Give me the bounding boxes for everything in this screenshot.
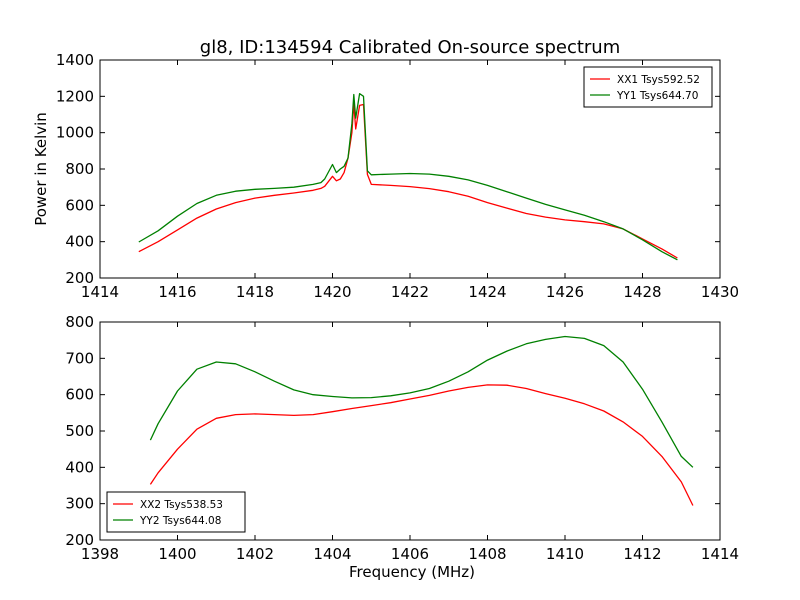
y-tick-label: 300 <box>65 495 94 513</box>
y-tick-label: 600 <box>65 196 94 214</box>
x-tick-label: 1412 <box>623 545 661 563</box>
legend-label: XX1 Tsys592.52 <box>617 74 700 86</box>
y-tick-label: 1200 <box>56 87 94 105</box>
x-tick-label: 1426 <box>546 283 584 301</box>
y-tick-label: 400 <box>65 233 94 251</box>
x-tick-label: 1422 <box>391 283 429 301</box>
legend-label: YY1 Tsys644.70 <box>616 90 698 102</box>
plot-frame <box>99 59 721 279</box>
x-tick-label: 1424 <box>468 283 506 301</box>
y-tick-label: 600 <box>65 386 94 404</box>
x-axis-label: Frequency (MHz) <box>349 563 475 581</box>
x-tick-label: 1414 <box>701 545 739 563</box>
x-tick-label: 1414 <box>81 283 119 301</box>
y-axis-label: Power in Kelvin <box>32 112 50 226</box>
x-tick-label: 1410 <box>546 545 584 563</box>
x-tick-label: 1420 <box>313 283 351 301</box>
legend-box <box>106 491 246 533</box>
x-tick-label: 1430 <box>701 283 739 301</box>
chart-panels: 1414 1416 1418 1420 1422 1424 1426 1428 1430 200 4… <box>56 51 739 563</box>
chart-panel-2: 1398 1400 1402 1404 1406 1408 1410 1412 1414 200 3… <box>65 313 739 563</box>
plot-frame <box>99 321 721 541</box>
y-tick-label: 700 <box>65 349 94 367</box>
legend-label: XX2 Tsys538.53 <box>140 499 223 511</box>
legend-label: YY2 Tsys644.08 <box>139 515 221 527</box>
legend-1: XX1 Tsys592.52 YY1 Tsys644.70 <box>583 66 713 108</box>
y-tick-label: 800 <box>65 160 94 178</box>
legend-2: XX2 Tsys538.53 YY2 Tsys644.08 <box>106 491 246 533</box>
legend-box <box>583 66 713 108</box>
x-tick-label: 1400 <box>158 545 196 563</box>
y-tick-label: 500 <box>65 422 94 440</box>
y-tick-label: 200 <box>65 531 94 549</box>
x-tick-label: 1408 <box>468 545 506 563</box>
series-line-yy2 <box>149 335 694 468</box>
x-tick-label: 1398 <box>81 545 119 563</box>
x-tick-label: 1404 <box>313 545 351 563</box>
series-line-xx2 <box>149 384 694 506</box>
y-tick-label: 400 <box>65 458 94 476</box>
y-tick-label: 1000 <box>56 124 94 142</box>
x-tick-label: 1416 <box>158 283 196 301</box>
x-tick-label: 1406 <box>391 545 429 563</box>
chart-panel-1: 1414 1416 1418 1420 1422 1424 1426 1428 1430 200 4… <box>56 51 739 301</box>
y-tick-label: 1400 <box>56 51 94 69</box>
x-tick-label: 1418 <box>236 283 274 301</box>
series-line-xx1 <box>138 102 678 259</box>
series-line-yy1 <box>138 92 678 261</box>
figure-title: gl8, ID:134594 Calibrated On-source spec… <box>200 37 620 58</box>
x-tick-label: 1402 <box>236 545 274 563</box>
y-tick-label: 200 <box>65 269 94 287</box>
x-tick-label: 1428 <box>623 283 661 301</box>
y-tick-label: 800 <box>65 313 94 331</box>
